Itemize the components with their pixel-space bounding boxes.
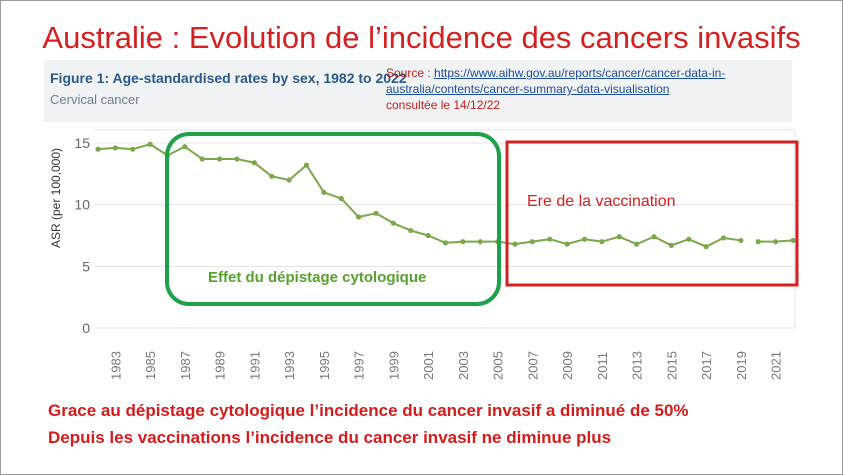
- x-tick-label: 2015: [664, 351, 679, 380]
- data-point-1993: [286, 177, 292, 183]
- x-tick-label: 2005: [491, 351, 506, 380]
- slide-title: Australie : Evolution de l’incidence des…: [42, 20, 801, 55]
- y-tick-label: 0: [82, 320, 90, 336]
- series-line-segment: [97, 143, 742, 248]
- data-point-2017: [703, 244, 709, 250]
- data-point-1988: [199, 156, 205, 162]
- data-point-1991: [251, 160, 257, 166]
- x-tick-labels: 1983 1985 1987 1989 1991 1993 1995 1997 1999 2001…: [108, 351, 783, 380]
- screening-period-box: [165, 132, 501, 306]
- x-tick-label: 2019: [734, 351, 749, 380]
- data-point-2016: [686, 236, 692, 242]
- source-note: Source : https://www.aihw.gov.au/reports…: [386, 65, 786, 113]
- data-point-2006: [512, 241, 518, 247]
- source-link[interactable]: https://www.aihw.gov.au/reports/cancer/c…: [386, 66, 726, 96]
- x-tick-label: 2001: [421, 351, 436, 380]
- figure-header: [44, 60, 792, 122]
- y-tick-label: 10: [74, 197, 90, 213]
- x-tick-label: 1993: [282, 351, 297, 380]
- data-point-2015: [668, 242, 674, 248]
- data-point-1985: [147, 141, 153, 147]
- y-tick-labels: 0 5 10 15: [74, 135, 90, 336]
- x-tick-label: 2011: [595, 352, 610, 380]
- x-tick-label: 2009: [560, 351, 575, 380]
- data-point-1987: [182, 144, 188, 150]
- x-tick-label: 2007: [525, 351, 540, 380]
- data-point-1999: [390, 220, 396, 226]
- data-point-2009: [564, 241, 570, 247]
- conclusion-screening: Grace au dépistage cytologique l’inciden…: [48, 401, 689, 420]
- data-point-1992: [269, 173, 275, 179]
- source-prefix: Source :: [386, 66, 435, 80]
- data-point-2020: [755, 239, 761, 245]
- x-tick-label: 1997: [352, 351, 367, 380]
- x-tick-label: 1995: [317, 351, 332, 380]
- data-point-2008: [547, 236, 553, 242]
- data-point-2013: [634, 241, 640, 247]
- data-point-2004: [477, 239, 483, 245]
- figure-title: Figure 1: Age-standardised rates by sex,…: [50, 70, 407, 86]
- y-tick-label: 15: [74, 135, 90, 151]
- data-point-1982: [95, 146, 101, 152]
- data-point-2002: [442, 240, 449, 246]
- vaccination-annotation: Ere de la vaccination: [527, 193, 676, 210]
- y-axis-label: ASR (per 100,000): [49, 148, 63, 248]
- figure-subtitle: Cervical cancer: [50, 92, 140, 107]
- data-point-2021: [773, 239, 779, 245]
- y-tick-label: 5: [82, 258, 90, 274]
- x-tick-label: 1991: [247, 351, 262, 380]
- data-point-1990: [234, 156, 240, 162]
- conclusion-vaccination: Depuis les vaccinations l’incidence du c…: [48, 428, 612, 447]
- data-point-2007: [529, 239, 535, 245]
- data-point-1997: [356, 214, 362, 220]
- source-consulted-date: consultée le 14/12/22: [386, 98, 501, 112]
- x-tick-label: 1983: [108, 351, 123, 380]
- x-tick-label: 1989: [213, 351, 228, 380]
- data-point-2012: [616, 234, 622, 240]
- data-point-2001: [425, 232, 431, 239]
- data-point-1996: [338, 195, 344, 202]
- data-point-1983: [112, 145, 118, 151]
- data-point-2014: [651, 234, 657, 240]
- x-tick-label: 2021: [769, 351, 784, 380]
- x-tick-label: 1987: [178, 351, 193, 380]
- x-tick-label: 2003: [456, 351, 471, 380]
- data-point-1995: [321, 189, 327, 195]
- data-point-2000: [408, 227, 414, 234]
- data-point-2010: [581, 236, 588, 242]
- series-points: [95, 141, 796, 250]
- data-point-2011: [599, 239, 605, 245]
- data-point-2018: [720, 235, 727, 241]
- data-point-2019: [738, 237, 744, 244]
- x-tick-label: 2017: [699, 351, 714, 380]
- data-point-1984: [130, 146, 136, 152]
- x-tick-label: 1999: [386, 351, 401, 380]
- data-point-2003: [460, 239, 466, 245]
- data-point-1994: [303, 162, 310, 168]
- data-point-2022: [790, 237, 796, 244]
- gridlines: [95, 129, 796, 329]
- x-tick-label: 2013: [630, 351, 645, 380]
- x-tick-label: 1985: [143, 351, 158, 380]
- vaccination-period-box: [505, 140, 799, 287]
- screening-annotation: Effet du dépistage cytologique: [208, 269, 426, 286]
- data-point-1998: [373, 210, 379, 216]
- data-point-1989: [217, 156, 223, 162]
